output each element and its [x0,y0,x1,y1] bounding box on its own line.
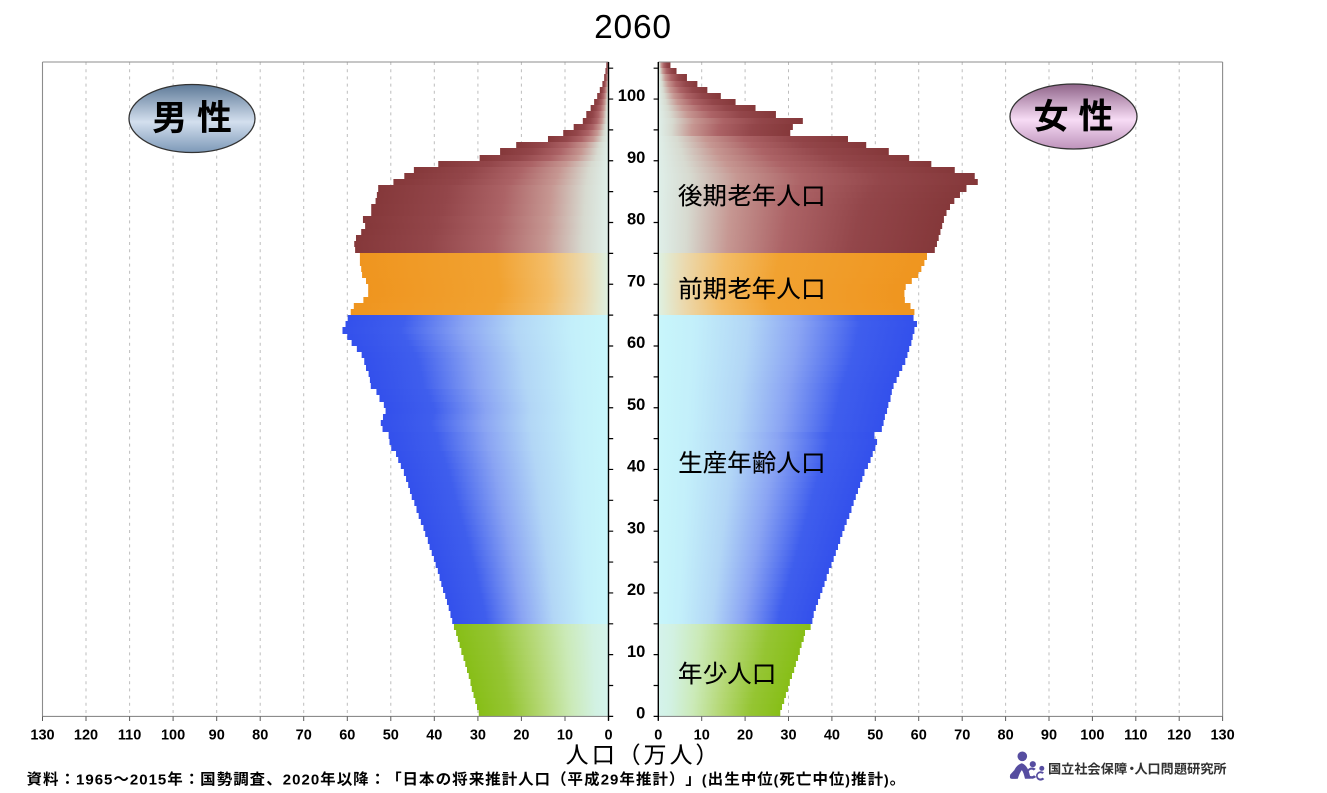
svg-text:120: 120 [1167,728,1191,744]
svg-text:10: 10 [627,643,645,661]
svg-text:国立社会保障・人口問題研究所: 国立社会保障・人口問題研究所 [1048,759,1227,778]
svg-text:70: 70 [296,728,312,744]
svg-text:前期老年人口: 前期老年人口 [678,270,826,306]
svg-text:0: 0 [604,728,612,744]
svg-text:40: 40 [824,728,840,744]
svg-text:生産年齢人口: 生産年齢人口 [678,444,826,480]
svg-text:60: 60 [911,728,927,744]
svg-text:60: 60 [339,728,355,744]
svg-text:100: 100 [1080,728,1104,744]
svg-text:110: 110 [1124,728,1147,744]
svg-text:130: 130 [30,728,54,744]
svg-text:130: 130 [1210,728,1234,744]
svg-text:後期老年人口: 後期老年人口 [678,177,826,213]
svg-text:70: 70 [627,272,645,290]
svg-text:人口（万人）: 人口（万人） [566,736,722,770]
svg-text:100: 100 [618,87,646,105]
svg-text:資料：1965～2015年：国勢調査、2020年以降：「日本: 資料：1965～2015年：国勢調査、2020年以降：「日本の将来推計人口（平成… [27,768,907,790]
svg-text:90: 90 [209,728,225,744]
svg-text:40: 40 [426,728,442,744]
svg-text:40: 40 [627,458,645,476]
svg-text:30: 30 [470,728,486,744]
svg-text:120: 120 [74,728,98,744]
svg-text:10: 10 [694,728,710,744]
svg-text:50: 50 [627,396,645,414]
svg-text:20: 20 [737,728,753,744]
svg-text:0: 0 [636,705,645,723]
svg-text:30: 30 [780,728,796,744]
svg-text:20: 20 [627,581,645,599]
svg-text:60: 60 [627,334,645,352]
svg-text:80: 80 [627,211,645,229]
svg-text:50: 50 [383,728,399,744]
svg-text:100: 100 [161,728,185,744]
svg-text:男 性: 男 性 [152,90,232,141]
svg-text:0: 0 [654,728,662,744]
svg-text:30: 30 [627,519,645,537]
svg-text:80: 80 [252,728,268,744]
svg-text:110: 110 [118,728,141,744]
svg-text:女 性: 女 性 [1034,88,1114,139]
svg-text:20: 20 [513,728,529,744]
svg-text:90: 90 [627,149,645,167]
svg-text:90: 90 [1041,728,1057,744]
svg-text:年少人口: 年少人口 [678,655,776,691]
svg-text:10: 10 [557,728,573,744]
svg-text:80: 80 [998,728,1014,744]
svg-text:50: 50 [867,728,883,744]
svg-text:70: 70 [954,728,970,744]
svg-text:2060: 2060 [594,9,672,46]
